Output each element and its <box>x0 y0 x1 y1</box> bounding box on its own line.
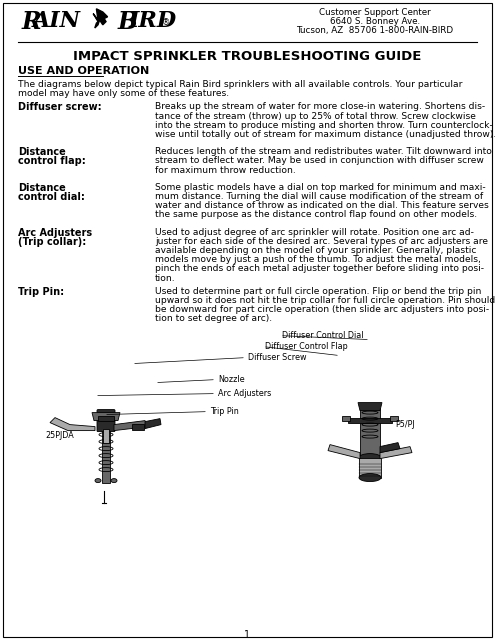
Text: Diffuser screw:: Diffuser screw: <box>18 102 101 113</box>
Bar <box>342 415 350 420</box>
Ellipse shape <box>359 454 381 461</box>
Text: available depending on the model of your sprinkler. Generally, plastic: available depending on the model of your… <box>155 246 476 255</box>
Polygon shape <box>92 413 120 420</box>
Polygon shape <box>328 445 360 459</box>
Polygon shape <box>50 417 95 431</box>
Text: 6640 S. Bonney Ave.: 6640 S. Bonney Ave. <box>330 17 420 26</box>
Polygon shape <box>358 403 382 411</box>
Bar <box>132 424 144 429</box>
Text: tion.: tion. <box>155 273 176 283</box>
Polygon shape <box>380 447 412 459</box>
Text: Reduces length of the stream and redistributes water. Tilt downward into: Reduces length of the stream and redistr… <box>155 147 492 156</box>
Text: Tucson, AZ  85706 1-800-RAIN-BIRD: Tucson, AZ 85706 1-800-RAIN-BIRD <box>297 26 453 35</box>
Text: juster for each side of the desired arc. Several types of arc adjusters are: juster for each side of the desired arc.… <box>155 237 488 246</box>
Text: be downward for part circle operation (then slide arc adjusters into posi-: be downward for part circle operation (t… <box>155 305 489 314</box>
Polygon shape <box>145 419 161 429</box>
Text: Trip Pin: Trip Pin <box>210 407 239 416</box>
Text: 25PJDA: 25PJDA <box>45 431 74 440</box>
Text: tance of the stream (throw) up to 25% of total throw. Screw clockwise: tance of the stream (throw) up to 25% of… <box>155 111 476 120</box>
Ellipse shape <box>359 474 381 481</box>
Text: ®: ® <box>162 18 170 27</box>
Bar <box>360 408 380 458</box>
Text: Customer Support Center: Customer Support Center <box>319 8 431 17</box>
Polygon shape <box>93 9 107 28</box>
Bar <box>102 422 110 483</box>
Text: tion to set degree of arc).: tion to set degree of arc). <box>155 314 272 323</box>
Text: (Trip collar):: (Trip collar): <box>18 237 86 247</box>
Text: 1: 1 <box>245 630 250 640</box>
Text: Some plastic models have a dial on top marked for minimum and maxi-: Some plastic models have a dial on top m… <box>155 183 486 192</box>
Text: Trip Pin:: Trip Pin: <box>18 287 64 297</box>
Text: for maximum throw reduction.: for maximum throw reduction. <box>155 166 296 175</box>
Text: Diffuser Control Flap: Diffuser Control Flap <box>265 342 348 351</box>
Text: Nozzle: Nozzle <box>218 375 245 384</box>
Text: control flap:: control flap: <box>18 156 86 166</box>
Text: control dial:: control dial: <box>18 192 85 202</box>
Text: Arc Adjusters: Arc Adjusters <box>218 389 271 398</box>
Text: Diffuser Control Dial: Diffuser Control Dial <box>282 331 363 340</box>
Bar <box>103 429 109 443</box>
Text: IMPACT SPRINKLER TROUBLESHOOTING GUIDE: IMPACT SPRINKLER TROUBLESHOOTING GUIDE <box>73 50 422 63</box>
Text: into the stream to produce misting and shorten throw. Turn counterclock-: into the stream to produce misting and s… <box>155 121 493 130</box>
Text: models move by just a push of the thumb. To adjust the metal models,: models move by just a push of the thumb.… <box>155 255 481 264</box>
Polygon shape <box>348 417 392 422</box>
Bar <box>390 415 398 420</box>
Bar <box>98 415 114 420</box>
Text: stream to deflect water. May be used in conjunction with diffuser screw: stream to deflect water. May be used in … <box>155 156 484 165</box>
Text: Distance: Distance <box>18 183 66 193</box>
Text: Used to adjust degree of arc sprinkler will rotate. Position one arc ad-: Used to adjust degree of arc sprinkler w… <box>155 228 474 237</box>
Polygon shape <box>114 420 148 431</box>
Text: upward so it does not hit the trip collar for full circle operation. Pin should: upward so it does not hit the trip colla… <box>155 296 495 305</box>
Text: Distance: Distance <box>18 147 66 157</box>
Text: wise until totally out of stream for maximum distance (unadjusted throw).: wise until totally out of stream for max… <box>155 130 495 139</box>
Text: pinch the ends of each metal adjuster together before sliding into posi-: pinch the ends of each metal adjuster to… <box>155 264 484 273</box>
Text: model may have only some of these features.: model may have only some of these featur… <box>18 89 229 98</box>
Text: mum distance. Turning the dial will cause modification of the stream of: mum distance. Turning the dial will caus… <box>155 192 483 201</box>
Text: The diagrams below depict typical Rain Bird sprinklers with all available contro: The diagrams below depict typical Rain B… <box>18 80 462 89</box>
Text: Arc Adjusters: Arc Adjusters <box>18 228 92 237</box>
Text: R: R <box>22 10 42 34</box>
Text: B: B <box>118 10 138 34</box>
Text: Diffuser Screw: Diffuser Screw <box>248 353 306 362</box>
Ellipse shape <box>111 479 117 483</box>
Polygon shape <box>380 443 400 452</box>
Text: USE AND OPERATION: USE AND OPERATION <box>18 66 149 76</box>
Ellipse shape <box>95 479 101 483</box>
FancyBboxPatch shape <box>97 410 115 431</box>
Bar <box>359 458 381 477</box>
Text: P5/PJ: P5/PJ <box>395 420 415 429</box>
Text: IRD: IRD <box>129 10 177 32</box>
Text: the same purpose as the distance control flap found on other models.: the same purpose as the distance control… <box>155 211 477 220</box>
Text: water and distance of throw as indicated on the dial. This feature serves: water and distance of throw as indicated… <box>155 201 489 210</box>
Text: AIN: AIN <box>33 10 81 32</box>
Text: Breaks up the stream of water for more close-in watering. Shortens dis-: Breaks up the stream of water for more c… <box>155 102 485 111</box>
Text: Used to determine part or full circle operation. Flip or bend the trip pin: Used to determine part or full circle op… <box>155 287 481 296</box>
